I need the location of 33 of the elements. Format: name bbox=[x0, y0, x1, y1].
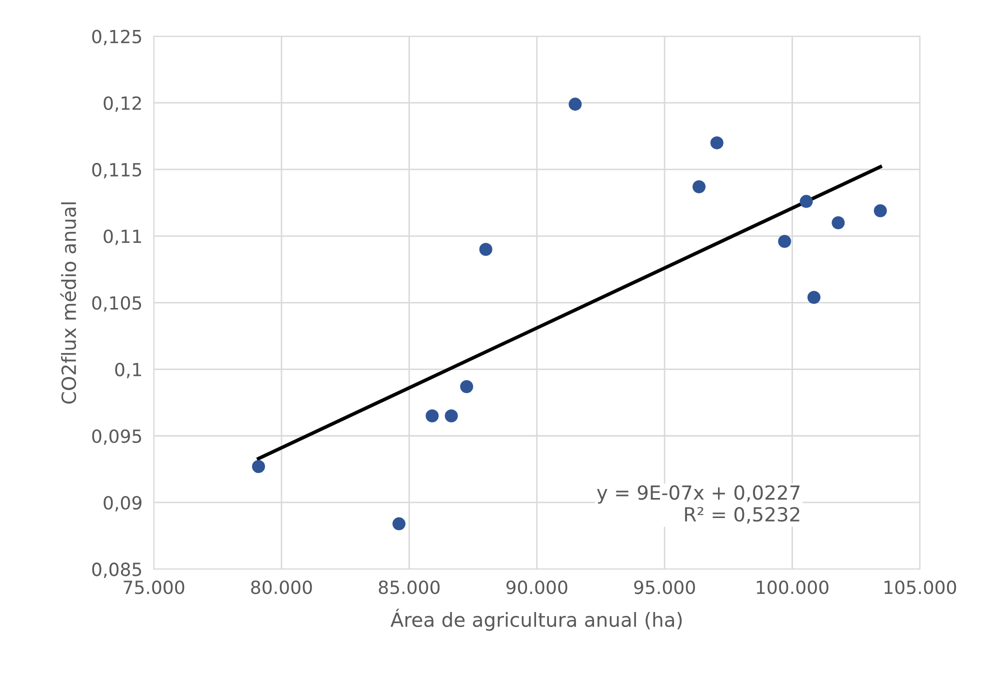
point bbox=[444, 409, 458, 422]
x-tick-label: 100.000 bbox=[756, 580, 828, 594]
y-tick-label: 0,09 bbox=[104, 496, 142, 512]
y-tick-label: 0,1 bbox=[115, 362, 142, 378]
y-tick-label: 0,125 bbox=[92, 30, 142, 46]
y-tick-label: 0,115 bbox=[92, 162, 142, 178]
point bbox=[392, 517, 406, 530]
point bbox=[426, 409, 439, 422]
point bbox=[778, 234, 792, 248]
point bbox=[832, 216, 845, 230]
point bbox=[874, 204, 887, 218]
y-tick-label: 0,085 bbox=[92, 562, 142, 578]
y-tick-label: 0,095 bbox=[92, 429, 142, 445]
x-tick-label: 90.000 bbox=[506, 580, 568, 594]
point bbox=[807, 290, 820, 304]
x-tick-label: 105.000 bbox=[884, 580, 956, 594]
point bbox=[479, 242, 492, 256]
point bbox=[252, 460, 266, 474]
x-tick-label: 95.000 bbox=[634, 580, 695, 594]
point bbox=[692, 180, 706, 194]
y-tick-label: 0,105 bbox=[92, 296, 142, 312]
x-tick-label: 85.000 bbox=[378, 580, 440, 594]
point bbox=[460, 380, 474, 394]
point bbox=[710, 136, 724, 150]
x-axis-title: Área de agricultura anual (ha) bbox=[390, 608, 682, 631]
x-tick-label: 75.000 bbox=[124, 580, 184, 594]
y-tick-label: 0,12 bbox=[104, 96, 141, 112]
y-tick-label: 0,11 bbox=[104, 230, 142, 246]
point bbox=[800, 194, 813, 208]
point bbox=[568, 98, 582, 111]
x-tick-label: 80.000 bbox=[251, 580, 312, 594]
annotation: y = 9E-07x + 0,0227 R² = 0,5232 bbox=[596, 485, 800, 524]
y-axis-title: CO2flux médio anual bbox=[60, 202, 76, 404]
